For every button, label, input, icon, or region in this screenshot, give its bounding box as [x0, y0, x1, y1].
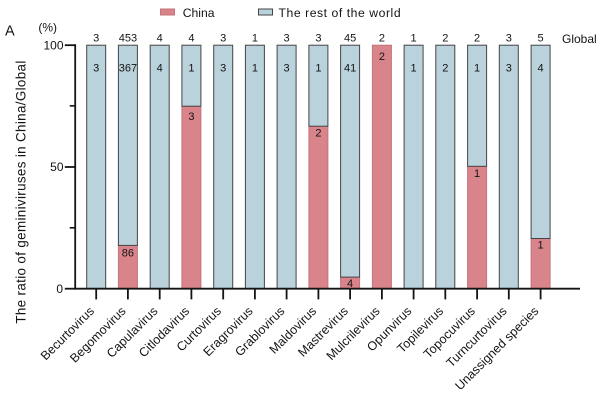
svg-text:1: 1	[474, 62, 480, 74]
svg-text:4: 4	[538, 62, 544, 74]
svg-text:4: 4	[347, 278, 353, 290]
svg-text:2: 2	[474, 33, 480, 45]
svg-text:3: 3	[220, 33, 226, 45]
svg-text:3: 3	[284, 62, 290, 74]
svg-text:Global: Global	[562, 32, 597, 46]
svg-text:86: 86	[122, 248, 134, 260]
svg-text:1: 1	[252, 33, 258, 45]
svg-text:0: 0	[56, 282, 63, 296]
svg-text:45: 45	[344, 33, 356, 45]
svg-text:3: 3	[284, 33, 290, 45]
svg-text:1: 1	[538, 240, 544, 252]
svg-text:3: 3	[93, 33, 99, 45]
svg-text:4: 4	[157, 62, 163, 74]
svg-text:4: 4	[157, 33, 163, 45]
svg-text:367: 367	[119, 62, 137, 74]
svg-text:41: 41	[344, 62, 356, 74]
svg-text:3: 3	[506, 33, 512, 45]
svg-text:1: 1	[188, 62, 194, 74]
svg-text:4: 4	[188, 33, 194, 45]
svg-text:1: 1	[315, 62, 321, 74]
svg-text:The rest of the world: The rest of the world	[279, 6, 402, 20]
svg-text:China: China	[183, 6, 215, 20]
svg-text:3: 3	[93, 62, 99, 74]
svg-text:2: 2	[442, 33, 448, 45]
svg-text:1: 1	[411, 62, 417, 74]
svg-text:(%): (%)	[38, 20, 57, 34]
svg-text:2: 2	[315, 127, 321, 139]
svg-text:1: 1	[474, 168, 480, 180]
svg-text:A: A	[5, 24, 15, 40]
svg-text:2: 2	[379, 33, 385, 45]
svg-text:453: 453	[119, 33, 137, 45]
svg-text:2: 2	[379, 51, 385, 63]
svg-text:5: 5	[538, 33, 544, 45]
svg-text:2: 2	[442, 62, 448, 74]
svg-text:The ratio of geminiviruses in: The ratio of geminiviruses in China/Glob…	[14, 60, 29, 323]
svg-text:3: 3	[188, 111, 194, 123]
svg-text:3: 3	[315, 33, 321, 45]
svg-text:100: 100	[43, 38, 63, 52]
svg-text:3: 3	[220, 62, 226, 74]
svg-text:1: 1	[411, 33, 417, 45]
svg-text:50: 50	[50, 160, 64, 174]
svg-text:3: 3	[506, 62, 512, 74]
svg-text:1: 1	[252, 62, 258, 74]
